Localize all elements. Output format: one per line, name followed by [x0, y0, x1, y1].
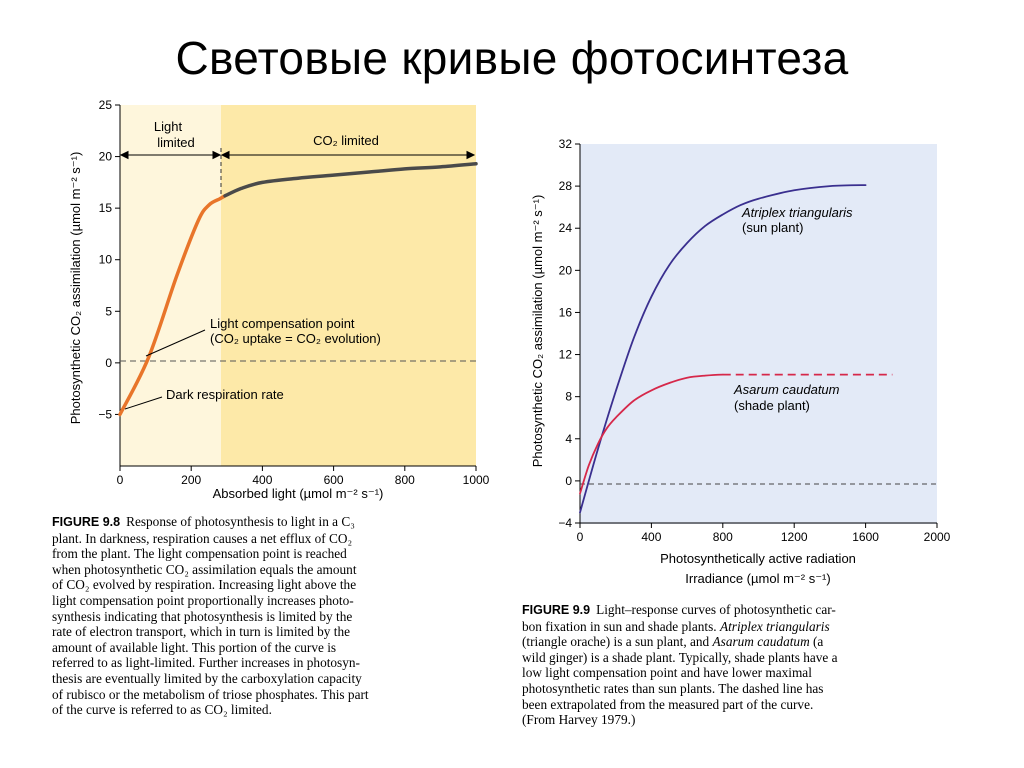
x-tick-label: 2000: [924, 530, 951, 544]
y-tick-label: −4: [558, 516, 572, 530]
y-tick-label: 8: [565, 390, 572, 404]
x-tick-label: 0: [117, 473, 124, 487]
x-tick-label: 200: [181, 473, 201, 487]
caption-species-name: Asarum caudatum: [712, 634, 810, 650]
series-line: [579, 184, 867, 514]
lcp-annotation-1: Light compensation point: [210, 316, 355, 331]
x-tick-label: 1000: [463, 473, 490, 487]
y-tick-label: 25: [99, 98, 113, 112]
chart-figure-9-8: −5 0 5 10 15 20 25 0 200 400 600 800 1000 Light lim…: [68, 98, 490, 501]
caption-line: of rubisco or the metabolism of triose p…: [52, 686, 369, 702]
light-limited-label-2: limited: [157, 135, 195, 150]
y-axis-label: Photosynthetic CO₂ assimilation (µmol m⁻…: [530, 195, 545, 468]
y-tick-label: 28: [559, 179, 573, 193]
y-tick-label: 24: [559, 221, 573, 235]
caption-line: (a: [809, 634, 824, 650]
co2-limited-arrow: [220, 150, 476, 160]
sun-plant-label: Atriplex triangularis: [741, 205, 853, 220]
x-tick-label: 800: [713, 530, 733, 544]
dark-respiration-pointer: [124, 396, 163, 410]
caption-line: been extrapolated from the measured part…: [522, 696, 814, 712]
x-tick-label: 1600: [852, 530, 879, 544]
x-tick-label: 600: [324, 473, 344, 487]
caption-line: plant. In darkness, respiration causes a…: [52, 530, 353, 546]
caption-line: referred to as light-limited. Further in…: [52, 655, 360, 671]
y-tick-label: 10: [99, 253, 113, 267]
co2-limited-label: CO₂ limited: [313, 133, 379, 148]
x-tick-label: 400: [641, 530, 661, 544]
x-axis-label: Photosynthetically active radiation: [660, 551, 856, 566]
caption-line: amount of available light. This portion …: [52, 639, 337, 655]
caption-line: of the curve is referred to as CO₂ limit…: [52, 702, 272, 718]
light-limited-arrow: [119, 150, 222, 160]
caption-figure-9-9: FIGURE 9.9 Light–response curves of photo…: [522, 602, 992, 728]
caption-line: (triangle orache) is a sun plant, and: [522, 634, 713, 650]
caption-line: from the plant. The light compensation p…: [52, 546, 347, 562]
y-tick-label: 12: [559, 348, 573, 362]
y-tick-label: 16: [559, 305, 573, 319]
caption-figure-9-8: FIGURE 9.8 Response of photosynthesis to …: [52, 514, 502, 718]
chart-figure-9-9: −4 0 4 8 12 16 20 24 28 32 0 400 800 1200 1600 2000 At…: [530, 137, 951, 586]
y-axis-label: Photosynthetic CO₂ assimilation (µmol m⁻…: [68, 152, 83, 425]
shade-plant-label: Asarum caudatum: [733, 382, 840, 397]
caption-line: light compensation point proportionally …: [52, 592, 354, 608]
lcp-pointer: [145, 329, 206, 357]
caption-line: when photosynthetic CO₂ assimilation equ…: [52, 561, 357, 577]
light-limited-label-1: Light: [154, 119, 183, 134]
series-line: [223, 162, 478, 198]
caption-line: photosynthetic rates than sun plants. Th…: [522, 680, 824, 696]
y-tick-label: 4: [565, 432, 572, 446]
series-line: [579, 373, 724, 495]
caption-line: low light compensation point and have lo…: [522, 665, 812, 681]
y-tick-label: 5: [105, 304, 112, 318]
y-tick-label: 0: [565, 474, 572, 488]
slide-title: Световые кривые фотосинтеза: [175, 32, 849, 84]
y-tick-label: 20: [99, 150, 113, 164]
caption-line: rate of electron transport, which in tur…: [52, 624, 350, 640]
caption-line: synthesis indicating that photosynthesis…: [52, 608, 353, 624]
y-tick-label: 32: [559, 137, 573, 151]
plot-background: [580, 144, 937, 524]
x-tick-label: 0: [577, 530, 584, 544]
dark-respiration-annotation: Dark respiration rate: [166, 387, 284, 402]
y-tick-label: 0: [105, 356, 112, 370]
caption-line: wild ginger) is a shade plant. Typically…: [522, 649, 838, 665]
caption-line: of CO₂ evolved by respiration. Increasin…: [52, 577, 357, 593]
x-axis-label-2: Irradiance (µmol m⁻² s⁻¹): [685, 571, 830, 586]
y-tick-label: −5: [98, 407, 112, 421]
caption-line: thesis are eventually limited by the car…: [52, 670, 362, 686]
x-tick-label: 1200: [781, 530, 808, 544]
x-tick-label: 400: [252, 473, 272, 487]
lcp-annotation-2: (CO₂ uptake = CO₂ evolution): [210, 331, 381, 346]
y-tick-label: 20: [559, 263, 573, 277]
sun-plant-sublabel: (sun plant): [742, 220, 803, 235]
y-tick-label: 15: [99, 201, 113, 215]
caption-line: (From Harvey 1979.): [522, 712, 636, 728]
region-light-limited: [120, 105, 221, 466]
caption-label: FIGURE 9.8: [52, 515, 121, 529]
shade-plant-sublabel: (shade plant): [734, 398, 810, 413]
region-co2-limited: [221, 105, 476, 466]
series-line: [118, 194, 227, 417]
caption-line: Light–response curves of photosynthetic …: [596, 602, 836, 617]
caption-line: bon fixation in sun and shade plants.: [522, 618, 720, 634]
x-axis-label: Absorbed light (µmol m⁻² s⁻¹): [213, 486, 384, 501]
caption-line: Response of photosynthesis to light in a…: [126, 514, 355, 529]
caption-label: FIGURE 9.9: [522, 603, 591, 617]
caption-species-name: Atriplex triangularis: [719, 618, 830, 634]
x-tick-label: 800: [395, 473, 415, 487]
